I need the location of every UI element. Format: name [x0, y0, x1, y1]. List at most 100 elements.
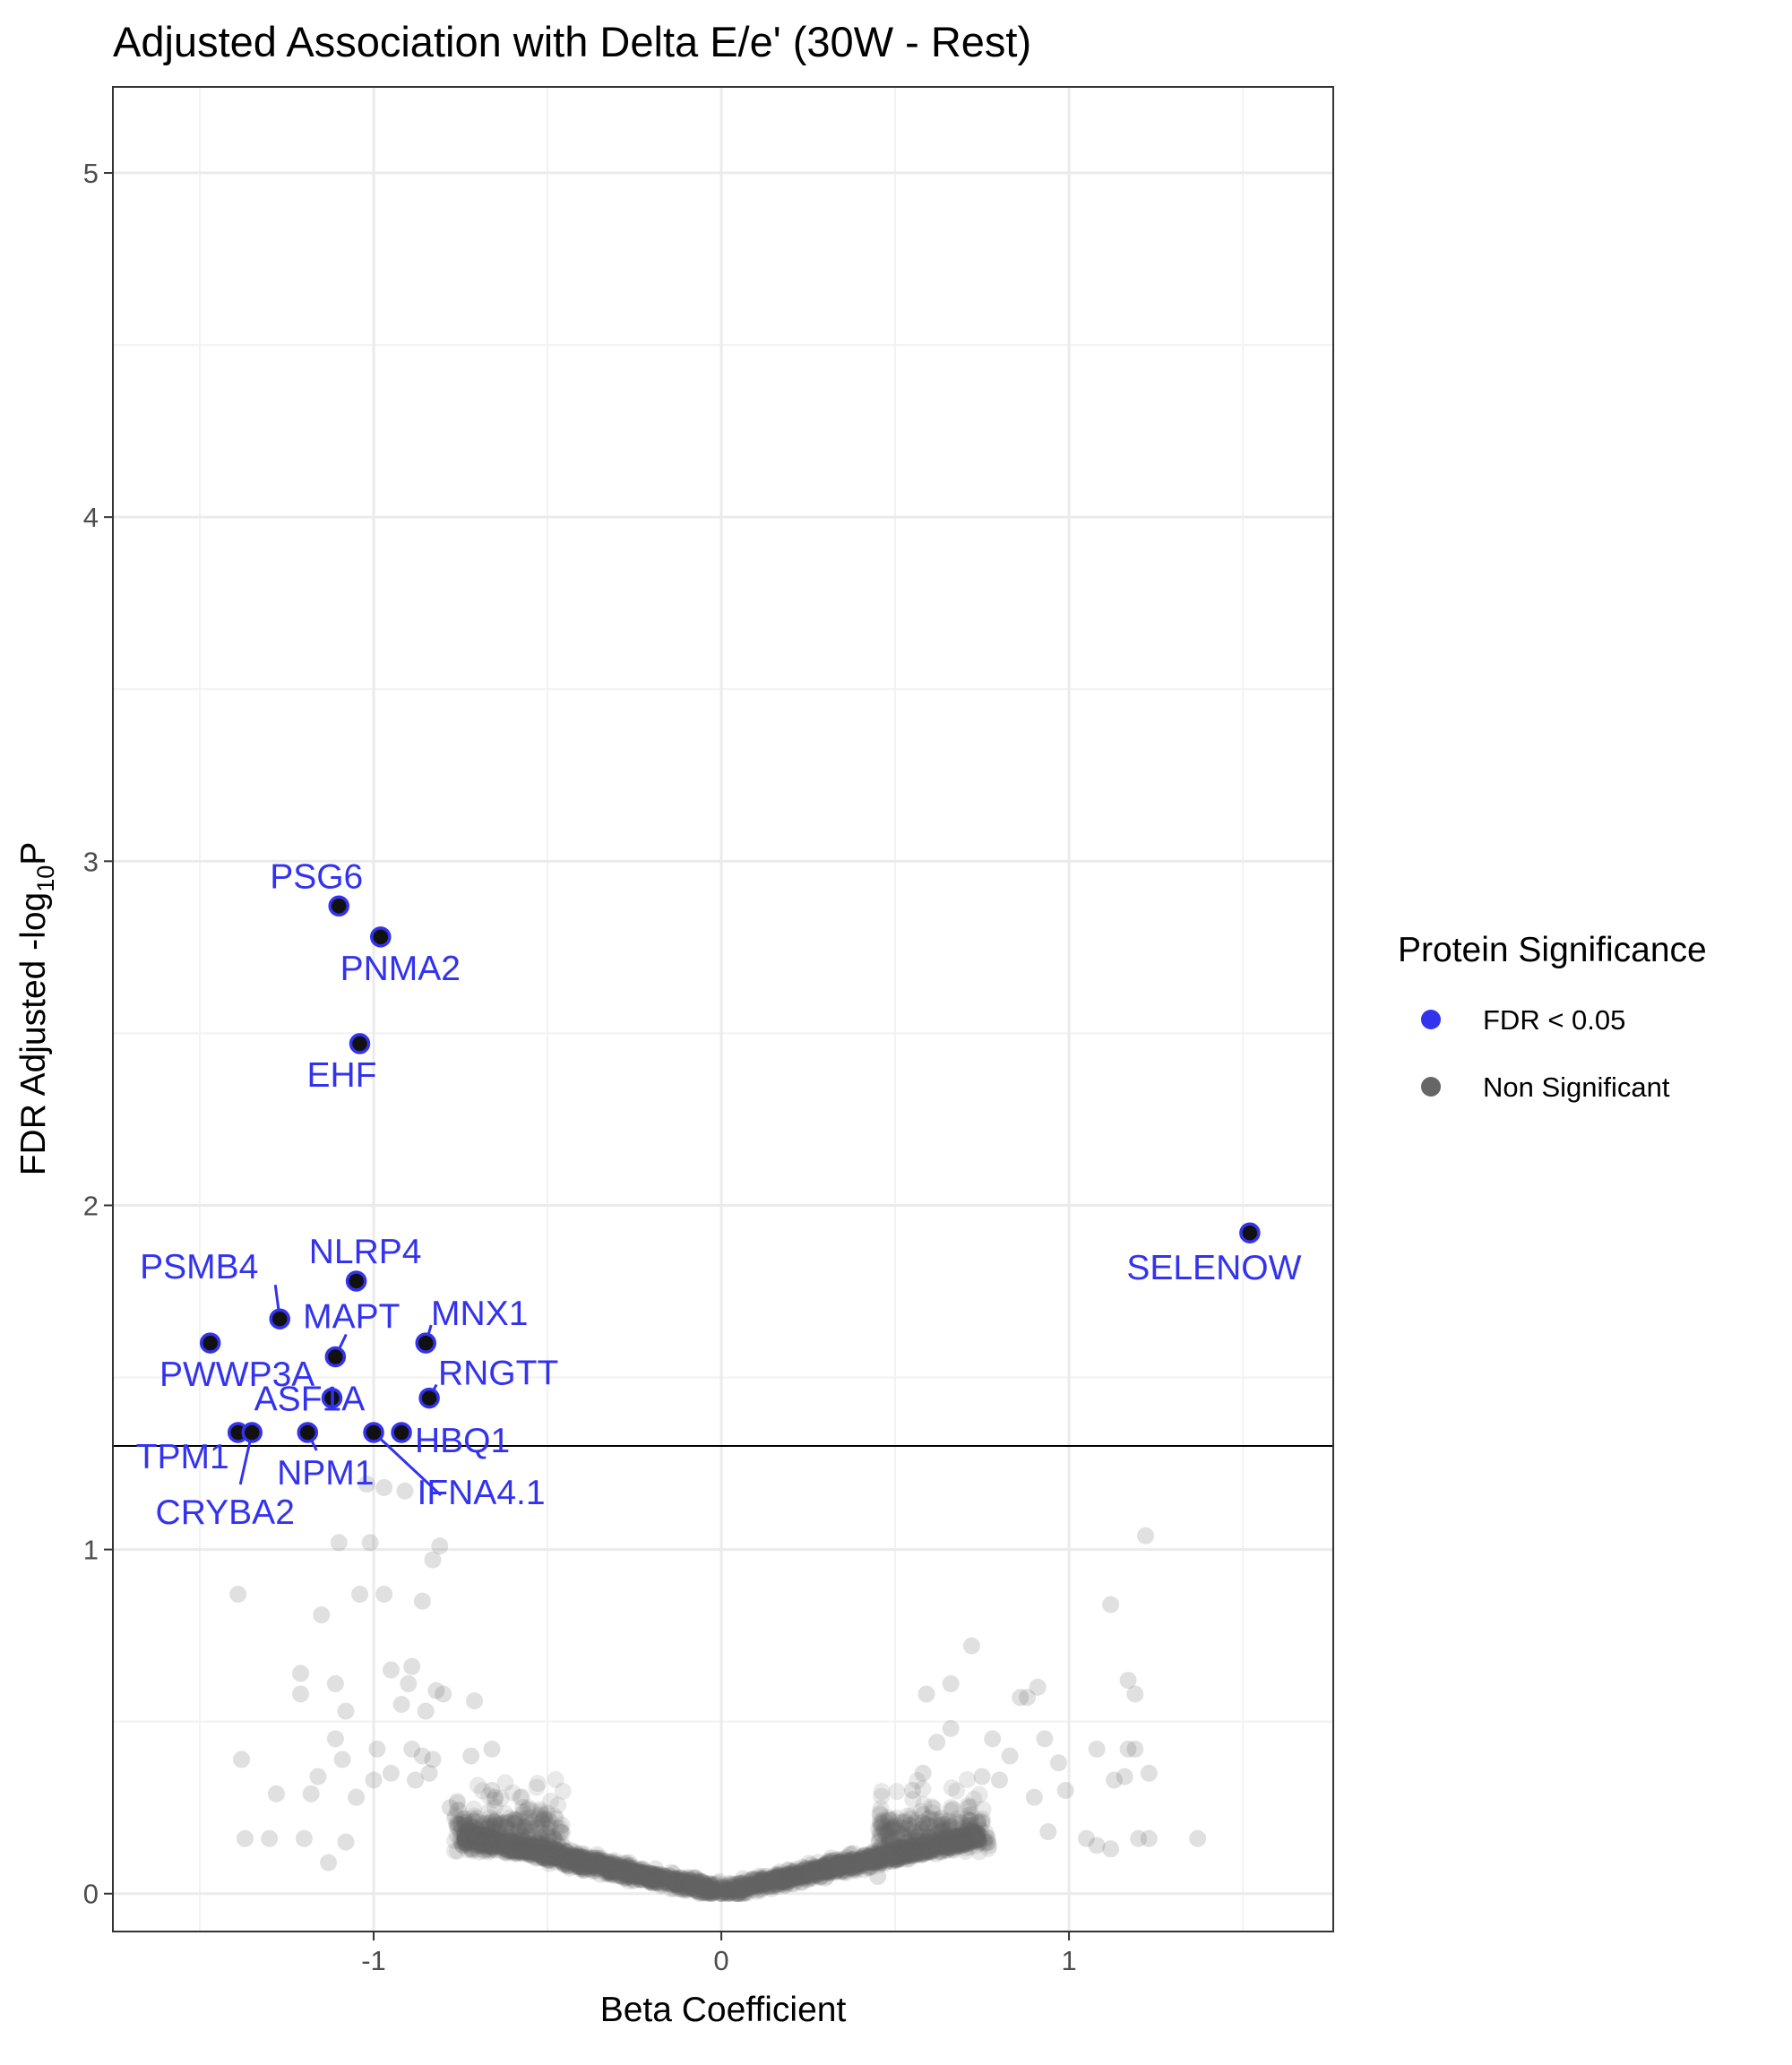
nonsignificant-point [664, 1865, 682, 1883]
nonsignificant-outlier [375, 1586, 393, 1604]
nonsignificant-point [900, 1840, 918, 1858]
x-tick-label: -1 [361, 1945, 386, 1976]
nonsignificant-point [826, 1860, 844, 1878]
nonsignificant-point [477, 1828, 495, 1846]
nonsignificant-outlier [368, 1740, 386, 1758]
nonsignificant-point [926, 1837, 943, 1855]
nonsignificant-point [861, 1854, 879, 1871]
nonsignificant-point [711, 1880, 728, 1897]
nonsignificant-point [871, 1851, 889, 1869]
nonsignificant-point [530, 1837, 547, 1855]
nonsignificant-point [571, 1857, 589, 1875]
nonsignificant-point [782, 1875, 800, 1893]
nonsignificant-point [943, 1832, 961, 1850]
nonsignificant-point [712, 1885, 730, 1903]
nonsignificant-point [811, 1864, 829, 1882]
nonsignificant-point [916, 1845, 934, 1863]
nonsignificant-outlier [1126, 1685, 1144, 1703]
nonsignificant-point [492, 1835, 510, 1853]
nonsignificant-point [892, 1843, 909, 1861]
nonsignificant-point [649, 1872, 667, 1890]
nonsignificant-point [796, 1867, 814, 1885]
nonsignificant-outlier [392, 1695, 410, 1713]
x-axis-title: Beta Coefficient [600, 1991, 847, 2029]
nonsignificant-point [668, 1870, 685, 1888]
nonsignificant-point [862, 1858, 880, 1876]
nonsignificant-point [901, 1844, 919, 1862]
nonsignificant-point [783, 1870, 801, 1888]
nonsignificant-point [728, 1880, 746, 1897]
nonsignificant-point [817, 1855, 835, 1873]
nonsignificant-point [866, 1854, 883, 1871]
nonsignificant-point [969, 1832, 986, 1850]
nonsignificant-point [484, 1834, 502, 1852]
nonsignificant-point [874, 1846, 892, 1864]
nonsignificant-point [955, 1833, 973, 1851]
nonsignificant-point [918, 1837, 935, 1855]
nonsignificant-point [938, 1841, 956, 1859]
nonsignificant-point [763, 1875, 781, 1893]
nonsignificant-point [937, 1835, 955, 1853]
significant-point [269, 1308, 291, 1329]
nonsignificant-point [722, 1884, 740, 1902]
nonsignificant-point [538, 1846, 556, 1864]
nonsignificant-point [731, 1883, 749, 1901]
nonsignificant-point [613, 1863, 631, 1880]
nonsignificant-point [742, 1877, 760, 1895]
nonsignificant-point [470, 1829, 488, 1847]
nonsignificant-point [669, 1871, 687, 1889]
nonsignificant-point [540, 1844, 558, 1862]
nonsignificant-point [575, 1855, 593, 1873]
nonsignificant-point [574, 1854, 592, 1871]
nonsignificant-point [878, 1846, 896, 1864]
nonsignificant-point [796, 1861, 814, 1879]
nonsignificant-point [533, 1848, 551, 1866]
nonsignificant-point [813, 1858, 831, 1876]
nonsignificant-point [947, 1833, 965, 1851]
nonsignificant-point [544, 1844, 562, 1862]
nonsignificant-point [589, 1857, 607, 1875]
nonsignificant-point [548, 1819, 566, 1837]
nonsignificant-point [943, 1834, 961, 1852]
nonsignificant-point [518, 1841, 536, 1859]
nonsignificant-point [625, 1863, 642, 1881]
nonsignificant-point [847, 1862, 865, 1880]
nonsignificant-point [792, 1870, 810, 1888]
nonsignificant-point [456, 1826, 474, 1844]
nonsignificant-point [773, 1870, 791, 1888]
nonsignificant-point [494, 1837, 512, 1854]
nonsignificant-point [879, 1846, 897, 1863]
nonsignificant-point [478, 1837, 495, 1855]
nonsignificant-point [727, 1879, 745, 1897]
nonsignificant-point [773, 1869, 791, 1887]
nonsignificant-outlier [302, 1785, 320, 1803]
nonsignificant-point [655, 1866, 673, 1884]
nonsignificant-point [868, 1846, 886, 1863]
nonsignificant-point [495, 1837, 513, 1855]
nonsignificant-point [754, 1876, 772, 1894]
nonsignificant-point [556, 1854, 573, 1872]
nonsignificant-point [620, 1854, 638, 1871]
nonsignificant-point [861, 1854, 879, 1871]
nonsignificant-point [684, 1878, 702, 1896]
nonsignificant-point [552, 1846, 570, 1864]
nonsignificant-outlier [918, 1685, 935, 1703]
nonsignificant-point [820, 1861, 838, 1879]
nonsignificant-outlier [1189, 1829, 1207, 1847]
nonsignificant-point [702, 1880, 720, 1898]
nonsignificant-point [868, 1846, 886, 1864]
nonsignificant-point [472, 1832, 490, 1850]
nonsignificant-point [797, 1859, 814, 1877]
nonsignificant-point [485, 1831, 503, 1849]
nonsignificant-point [513, 1840, 531, 1858]
nonsignificant-point [597, 1860, 615, 1878]
nonsignificant-point [703, 1881, 721, 1899]
nonsignificant-point [558, 1847, 576, 1865]
nonsignificant-point [485, 1828, 503, 1846]
nonsignificant-point [789, 1868, 807, 1886]
nonsignificant-point [969, 1831, 986, 1849]
nonsignificant-point [962, 1832, 980, 1850]
nonsignificant-point [814, 1863, 832, 1880]
nonsignificant-point [533, 1846, 551, 1864]
nonsignificant-point [959, 1830, 977, 1848]
